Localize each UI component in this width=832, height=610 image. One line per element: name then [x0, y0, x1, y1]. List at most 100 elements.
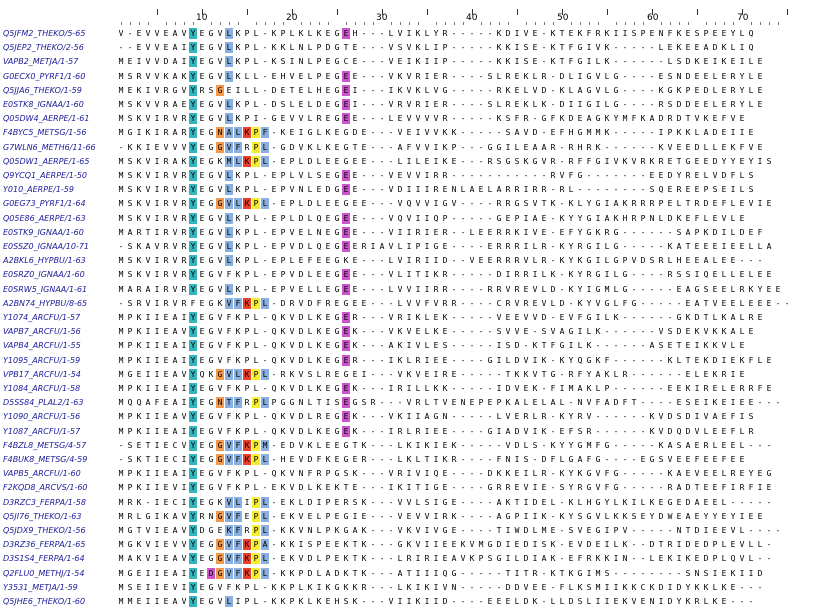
sequence-name[interactable]: Q05DW1_AERPE/1-65 [3, 156, 90, 166]
sequence-name[interactable]: D3RZC3_FERPA/1-58 [3, 497, 86, 507]
sequence-name[interactable]: A2BN74_HYPBU/8-65 [3, 298, 88, 308]
residue-cell: L [307, 412, 313, 422]
ruler-tick [490, 22, 491, 25]
residue-cell: L [748, 554, 754, 564]
residue-cell: K [280, 412, 286, 422]
sequence-name[interactable]: G0ECX0_PYRF1/1-60 [3, 71, 86, 81]
sequence-name[interactable]: F4BZL8_METSG/4-57 [3, 440, 87, 450]
sequence-name[interactable]: Q05DW4_AERPE/1-61 [3, 114, 90, 124]
sequence-name[interactable]: F4BYC5_METSG/1-56 [3, 128, 87, 138]
sequence-name[interactable]: E0STK8_IGNAA/1-60 [3, 100, 84, 109]
residue-cell: K [406, 455, 412, 464]
sequence-name[interactable]: E0SRW5_IGNAA/1-61 [3, 284, 88, 294]
sequence-name[interactable]: VAPB2_METJA/1-57 [3, 57, 79, 67]
sequence-name[interactable]: G0EG73_PYRF1/1-64 [3, 199, 86, 209]
sequence-name[interactable]: D3RZ36_FERPA/1-65 [3, 540, 86, 550]
sequence-name[interactable]: Q5JJA6_THEKO/1-59 [3, 85, 82, 95]
residue-cell: R [163, 100, 169, 109]
residue-cell: A [496, 185, 502, 195]
sequence-name[interactable]: Q5JHE6_THEKO/1-60 [3, 597, 86, 606]
sequence-name[interactable]: E0SRZ0_IGNAA/1-60 [3, 270, 85, 280]
sequence-name[interactable]: VAPB5_ARCFU/1-60 [3, 469, 81, 479]
sequence-name[interactable]: Y1074_ARCFU/1-57 [3, 313, 81, 322]
sequence-name[interactable]: Q5JDX9_THEKO/1-56 [3, 526, 86, 535]
residue-cell: - [262, 256, 268, 266]
sequence-name[interactable]: E0SSZ0_IGNAA/10-71 [3, 242, 90, 251]
sequence-name[interactable]: Y010_AERPE/1-59 [3, 185, 74, 195]
residue-cell: K [649, 412, 655, 422]
residue-cell: E [316, 185, 322, 195]
residue-cell: R [496, 242, 502, 251]
sequence-name[interactable]: E0STK9_IGNAA/1-60 [3, 227, 84, 237]
sequence-name[interactable]: VPB17_ARCFU/1-54 [3, 369, 81, 379]
residue-cell: D [676, 327, 682, 337]
sequence-name[interactable]: D3S1S4_FERPA/1-64 [3, 554, 85, 564]
sequence-name[interactable]: Q5JEP2_THEKO/2-56 [3, 43, 84, 53]
sequence-name[interactable]: Q9YCQ1_AERPE/1-50 [3, 171, 87, 180]
sequence-name[interactable]: Y1087_ARCFU/1-57 [3, 426, 81, 436]
sequence-name[interactable]: VAPB4_ARCFU/1-55 [3, 341, 81, 351]
sequence-name[interactable]: Y1090_ARCFU/1-56 [3, 412, 81, 422]
residue-cell: K [694, 582, 700, 592]
sequence-name[interactable]: Y3531_METJA/1-59 [3, 582, 78, 592]
sequence-name[interactable]: VAPB7_ARCFU/1-56 [3, 327, 81, 337]
sequence-name[interactable]: F2KQD8_ARCVS/1-60 [3, 483, 88, 493]
sequence-name[interactable]: D5SS84_PLAL2/1-63 [3, 398, 84, 408]
residue-cell: - [451, 483, 457, 493]
sequence-name[interactable]: F4BUK8_METSG/4-59 [3, 455, 88, 464]
residue-cell: F [234, 439, 242, 451]
sequence-name[interactable]: Q05E86_AERPE/1-63 [3, 213, 86, 223]
sequence-name[interactable]: A2BKL6_HYPBU/1-63 [3, 256, 86, 266]
sequence-name[interactable]: Q2FLU0_METHJ/1-54 [3, 568, 85, 578]
sequence-name[interactable]: Y1084_ARCFU/1-58 [3, 384, 81, 393]
residue-cell: E [658, 554, 664, 564]
sequence-name[interactable]: Q5JI76_THEKO/1-63 [3, 511, 82, 521]
residue-cell: G [496, 142, 502, 152]
sequence-name[interactable]: Q5JFM2_THEKO/5-65 [3, 29, 86, 38]
sequence-name[interactable]: G7WLN6_METH6/11-66 [3, 142, 96, 152]
residue-cell: - [649, 100, 655, 109]
sequence-name[interactable]: Y1095_ARCFU/1-59 [3, 355, 81, 365]
